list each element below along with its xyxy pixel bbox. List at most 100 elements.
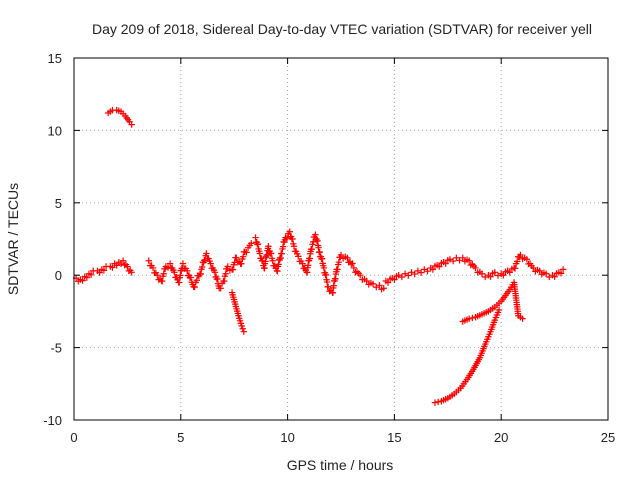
x-tick-label: 0	[70, 430, 77, 445]
data-point	[233, 254, 240, 262]
data-point	[373, 283, 380, 291]
data-point	[487, 273, 494, 280]
data-point	[506, 269, 513, 276]
x-tick-label: 10	[280, 430, 294, 445]
x-tick-label: 5	[177, 430, 184, 445]
data-point	[286, 228, 293, 235]
data-point	[283, 234, 291, 242]
data-point	[79, 277, 86, 284]
data-point	[299, 260, 306, 267]
data-point	[380, 285, 387, 292]
data-point	[453, 254, 460, 262]
data-point	[252, 234, 259, 241]
data-point	[96, 269, 103, 276]
grid	[74, 58, 608, 420]
data-point	[335, 258, 343, 266]
data-point	[211, 269, 219, 276]
data-point	[316, 248, 323, 256]
data-point	[523, 256, 531, 263]
data-point	[557, 270, 565, 277]
data-point	[128, 121, 135, 128]
data-point	[349, 260, 356, 267]
data-point	[469, 314, 476, 322]
data-point	[83, 274, 91, 281]
data-point	[449, 257, 457, 265]
data-point	[207, 260, 214, 267]
data-point	[517, 251, 524, 259]
data-point	[559, 266, 567, 273]
data-point	[278, 250, 286, 257]
data-point	[357, 272, 364, 279]
data-point	[290, 243, 298, 250]
x-tick-label: 15	[387, 430, 401, 445]
y-tick-label: 0	[55, 268, 62, 283]
data-point	[363, 277, 370, 285]
data-point	[238, 260, 245, 267]
data-point	[179, 260, 187, 267]
data-point	[229, 266, 237, 273]
data-point	[248, 240, 255, 247]
data-point	[222, 270, 229, 277]
data-point	[224, 263, 231, 270]
data-point	[519, 315, 526, 322]
data-point	[465, 257, 473, 264]
data-point	[324, 283, 332, 290]
x-tick-label: 20	[494, 430, 508, 445]
data-point	[217, 285, 224, 292]
data-point	[334, 266, 341, 273]
data-point	[494, 272, 502, 279]
data-point	[160, 270, 167, 277]
data-point	[318, 255, 326, 262]
data-point	[193, 277, 201, 284]
data-point	[414, 267, 422, 275]
data-point	[434, 398, 442, 406]
data-point	[391, 276, 398, 283]
data-point	[243, 249, 250, 256]
data-point	[239, 325, 246, 332]
data-point	[308, 246, 316, 253]
chart-title: Day 209 of 2018, Sidereal Day-to-day VTE…	[92, 21, 592, 37]
data-point	[159, 277, 166, 285]
data-point	[442, 260, 449, 267]
data-point	[124, 263, 131, 270]
data-point	[424, 267, 431, 275]
data-point	[384, 279, 392, 286]
data-point	[398, 273, 406, 281]
data-point	[417, 269, 425, 276]
data-point	[203, 250, 210, 257]
data-point	[197, 270, 204, 278]
data-point	[295, 253, 302, 260]
data-point	[551, 273, 558, 280]
data-point	[214, 275, 221, 283]
data-point	[431, 399, 439, 406]
data-point	[113, 262, 120, 269]
data-point	[369, 280, 377, 288]
data-point	[221, 277, 228, 285]
data-point	[401, 270, 409, 277]
x-tick-label: 25	[601, 430, 615, 445]
y-tick-label: -10	[43, 413, 62, 428]
plot-frame	[73, 57, 609, 421]
data-point	[495, 306, 503, 314]
x-axis-label: GPS time / hours	[287, 457, 394, 473]
data-point	[536, 267, 543, 275]
data-point	[478, 270, 486, 277]
data-point	[184, 267, 191, 275]
data-point	[117, 260, 125, 268]
data-point	[436, 263, 443, 270]
data-point	[405, 272, 412, 279]
data-point	[191, 283, 198, 291]
axis-ticks: 0 5 10 15 20 25 -10 -5 0 5 10 15	[43, 51, 615, 445]
data-point	[198, 263, 206, 271]
data-point	[446, 256, 454, 263]
data-point	[87, 271, 95, 279]
data-point	[109, 264, 116, 271]
data-point	[269, 257, 276, 264]
data-point	[411, 270, 418, 278]
data-point	[154, 272, 161, 279]
y-tick-label: 15	[48, 51, 62, 66]
data-point	[429, 266, 437, 273]
data-point	[465, 315, 473, 322]
data-point	[254, 240, 262, 248]
